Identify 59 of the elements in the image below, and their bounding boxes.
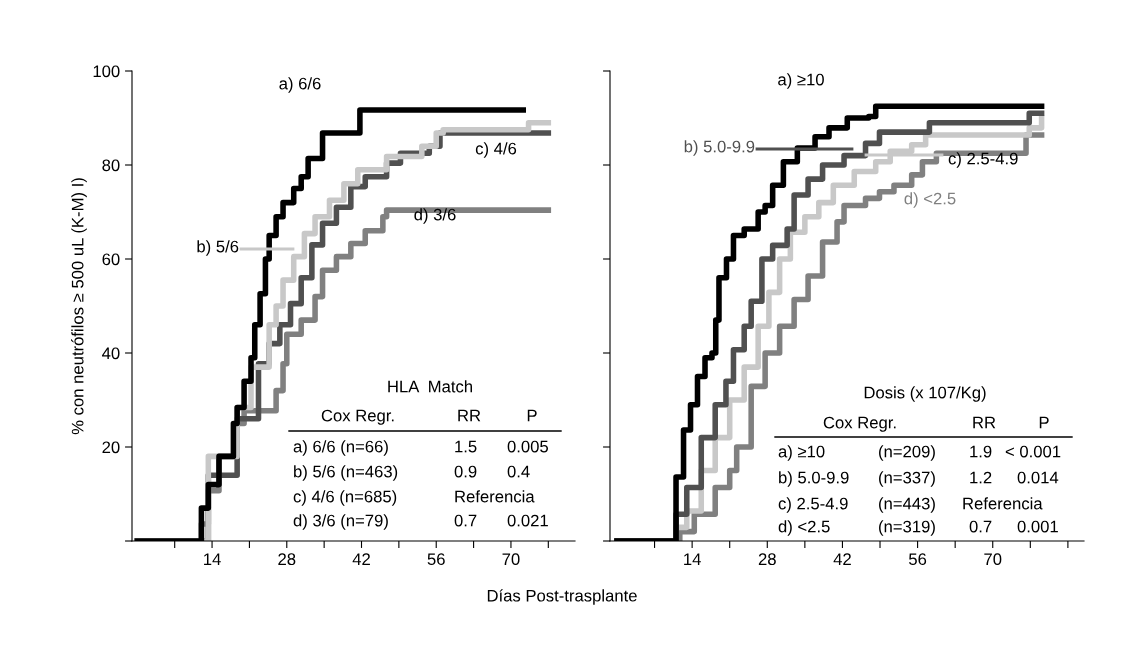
x-tick-label: 70	[502, 553, 520, 566]
series-label: d) <2.5	[904, 192, 956, 208]
annotation: c) 2.5-4.9	[778, 497, 848, 513]
annotation: Referencia	[963, 497, 1043, 510]
annotation: b) 5/6 (n=463)	[294, 465, 398, 481]
x-tick-label: 28	[758, 553, 776, 566]
y-tick-label: 60	[102, 253, 120, 266]
annotation: Cox Regr.	[321, 409, 394, 425]
x-axis-title: Días Post-trasplante	[487, 589, 637, 605]
annotation: a) ≥10	[778, 445, 825, 461]
annotation: 0.005	[507, 440, 549, 453]
annotation: 0.001	[1017, 520, 1058, 533]
annotation: (n=209)	[879, 445, 935, 461]
x-tick-label: 70	[984, 553, 1002, 566]
y-tick-label: 100	[93, 65, 120, 78]
annotation: HLA Match	[388, 380, 472, 393]
annotation: 1.2	[970, 471, 992, 484]
series-label: d) 3/6	[414, 208, 456, 224]
y-tick-label: 80	[102, 159, 120, 172]
x-tick-label: 42	[833, 553, 851, 565]
legend-label: c) 2.5-4.9	[948, 152, 1018, 168]
annotation: 0.4	[507, 465, 530, 478]
text: a) 6/6	[279, 77, 321, 93]
annotation: < 0.001	[1005, 445, 1061, 458]
annotation: P	[1039, 416, 1049, 429]
text: b) 5.0-9.9	[684, 140, 755, 156]
annotation: Cox Regr.	[823, 416, 896, 432]
annotation: d) 3/6 (n=79)	[293, 514, 388, 530]
annotation: Dosis (x 107/Kg)	[864, 386, 986, 402]
x-tick-label: 14	[204, 553, 221, 565]
annotation: 1.5	[455, 440, 477, 453]
annotation: 0.7	[454, 514, 477, 527]
annotation: 0.7	[969, 520, 992, 533]
text: a) ≥10	[778, 73, 824, 89]
series-label: c) 4/6	[475, 142, 517, 158]
y-tick-label: 40	[102, 347, 120, 360]
annotation: P	[527, 409, 537, 422]
annotation: d) <2.5	[778, 520, 830, 536]
annotation: 0.014	[1017, 471, 1059, 484]
x-tick-label: 56	[908, 553, 927, 566]
annotation: (n=337)	[879, 471, 935, 487]
annotation: 1.9	[970, 445, 992, 458]
annotation: 0.9	[454, 465, 477, 478]
annotation: Referencia	[455, 490, 535, 503]
annotation: RR	[973, 416, 996, 429]
annotation: c) 4/6 (n=685)	[293, 490, 397, 506]
annotation: (n=319)	[879, 520, 935, 536]
annotation: (n=443)	[879, 497, 935, 513]
x-tick-label: 56	[427, 553, 445, 566]
x-tick-label: 14	[684, 553, 701, 565]
x-tick-label: 28	[278, 553, 296, 566]
y-axis-title: % con neutrófilos ≥ 500 uL (K-M) I)	[71, 178, 87, 435]
annotation: 0.021	[507, 514, 548, 527]
y-tick-label: 20	[102, 441, 120, 454]
legend-label: b) 5/6	[197, 240, 239, 256]
x-tick-label: 42	[352, 553, 370, 565]
annotation: RR	[458, 409, 481, 422]
annotation: a) 6/6 (n=66)	[293, 440, 388, 456]
annotation: b) 5.0-9.9	[779, 471, 849, 487]
